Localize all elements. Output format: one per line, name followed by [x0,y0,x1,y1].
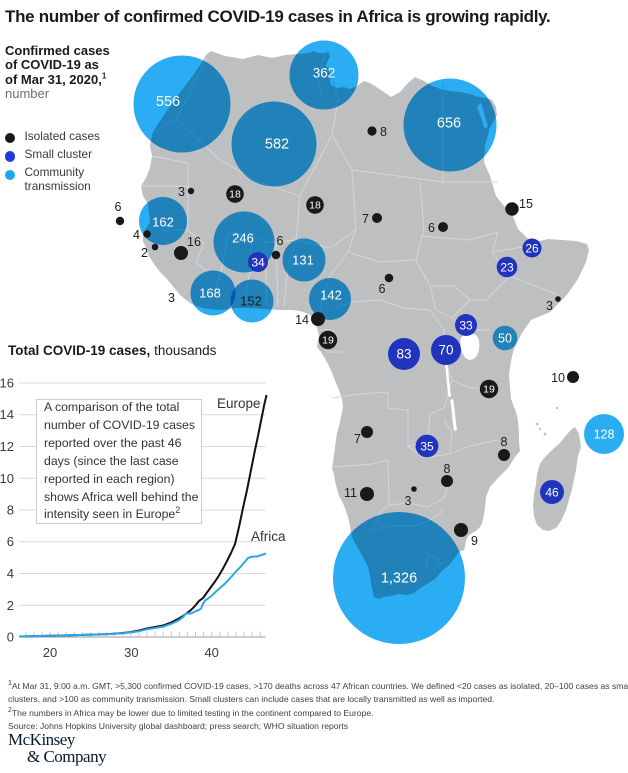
svg-text:14: 14 [295,313,309,327]
svg-text:16: 16 [0,376,14,391]
svg-text:8: 8 [380,125,387,139]
svg-text:6: 6 [428,221,435,235]
svg-text:19: 19 [322,335,334,347]
svg-text:6: 6 [379,282,386,296]
svg-text:15: 15 [519,197,533,211]
svg-text:131: 131 [292,253,314,268]
svg-text:20: 20 [43,645,57,660]
svg-text:246: 246 [232,231,254,246]
svg-text:556: 556 [156,94,180,110]
svg-text:4: 4 [7,566,14,581]
svg-text:162: 162 [152,215,174,230]
svg-text:128: 128 [594,428,615,442]
svg-text:18: 18 [309,200,321,212]
svg-text:3: 3 [405,494,412,508]
svg-text:70: 70 [438,343,453,358]
svg-text:8: 8 [444,462,451,476]
svg-text:2: 2 [7,598,14,613]
svg-text:6: 6 [115,200,122,214]
svg-text:8: 8 [501,435,508,449]
svg-text:3: 3 [178,185,185,199]
svg-text:10: 10 [0,471,14,486]
svg-text:362: 362 [313,66,336,81]
svg-text:3: 3 [168,291,175,305]
svg-text:40: 40 [204,645,218,660]
svg-text:2: 2 [141,246,148,260]
svg-text:142: 142 [320,288,342,303]
svg-text:46: 46 [545,486,559,500]
svg-text:12: 12 [0,439,14,454]
svg-text:19: 19 [483,384,495,396]
svg-text:16: 16 [187,235,201,249]
svg-text:10: 10 [551,371,565,385]
svg-text:4: 4 [133,228,140,242]
svg-text:11: 11 [344,486,357,500]
svg-text:8: 8 [7,503,14,518]
svg-text:35: 35 [420,440,434,454]
svg-text:6: 6 [277,234,284,248]
svg-text:152: 152 [240,294,262,309]
svg-text:582: 582 [265,137,289,153]
svg-text:18: 18 [229,189,241,201]
svg-text:1,326: 1,326 [381,571,417,587]
svg-text:30: 30 [124,645,138,660]
svg-text:50: 50 [498,332,512,346]
svg-text:83: 83 [396,347,411,362]
svg-text:23: 23 [500,261,514,275]
svg-text:14: 14 [0,407,14,422]
svg-text:0: 0 [7,630,14,645]
svg-text:3: 3 [546,299,553,313]
svg-text:9: 9 [471,534,478,548]
svg-text:33: 33 [459,319,473,333]
svg-text:656: 656 [437,116,461,132]
svg-text:26: 26 [525,242,539,256]
svg-text:7: 7 [362,212,369,226]
svg-text:34: 34 [251,256,265,270]
svg-text:168: 168 [199,286,221,301]
svg-text:7: 7 [354,432,361,446]
svg-text:6: 6 [7,534,14,549]
